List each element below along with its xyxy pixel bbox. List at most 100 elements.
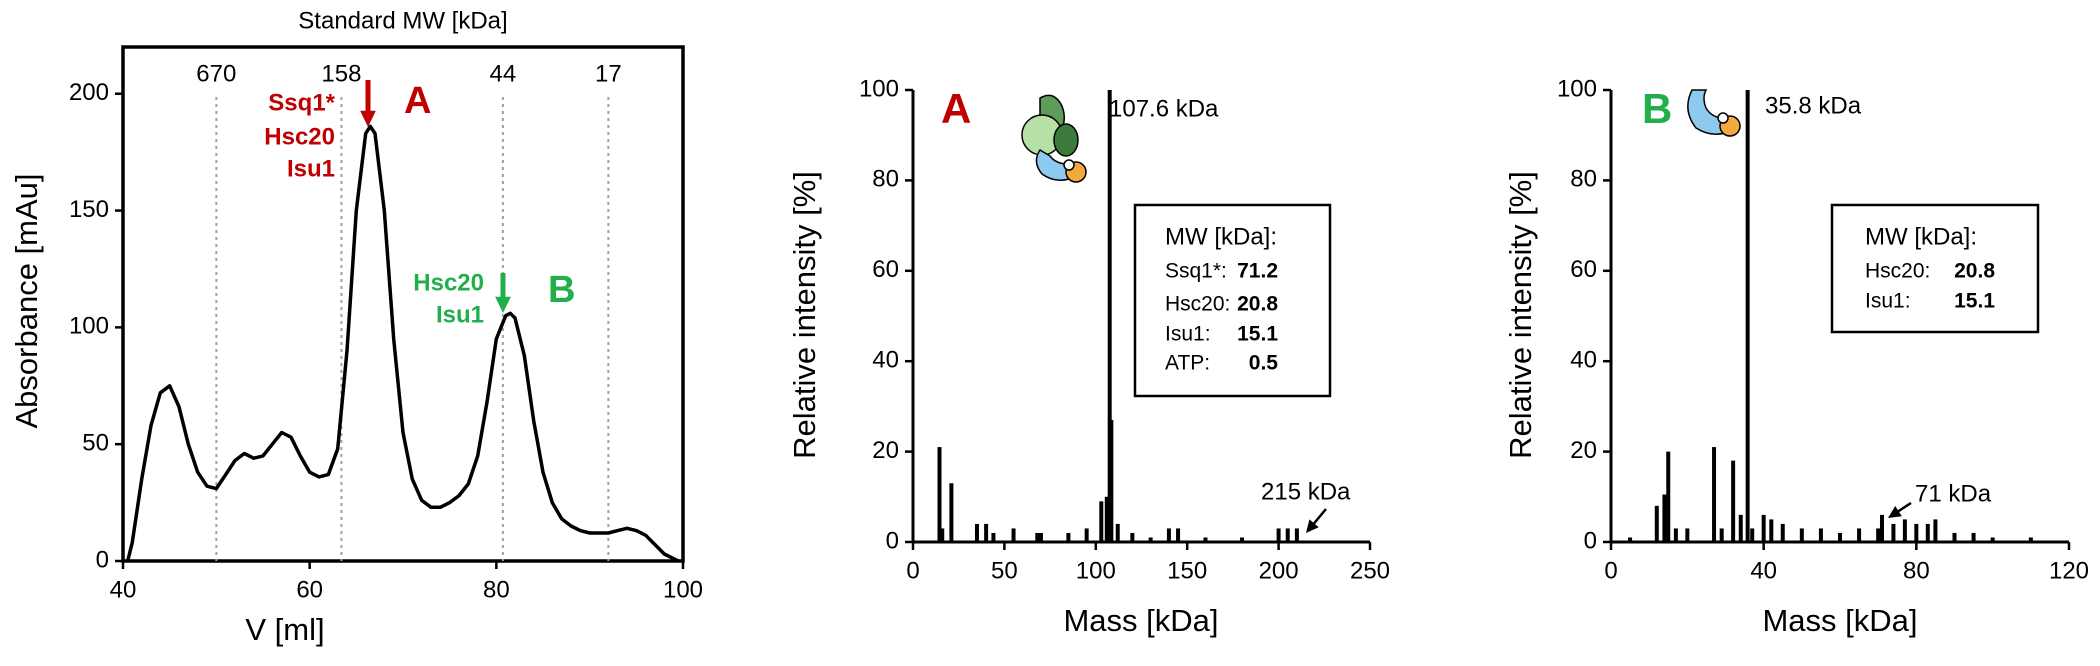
spectrum-peak: [1712, 447, 1717, 542]
arrow-head: [495, 296, 511, 313]
mw-row-name: Ssq1*:: [1165, 260, 1227, 283]
x-tick-label: 80: [1903, 557, 1930, 584]
y-axis-label: Relative intensity [%]: [1503, 171, 1538, 459]
y-tick-label: 40: [872, 347, 899, 374]
spectrum-peak: [1035, 532, 1040, 542]
x-tick-label: 0: [1604, 557, 1617, 584]
spectrum-peak: [984, 523, 989, 542]
spectrum-peak: [1990, 537, 1995, 542]
x-tick-label: 80: [483, 576, 510, 603]
y-axis-label: Absorbance [mAu]: [9, 173, 44, 428]
spectrum-peak: [1115, 523, 1120, 542]
spectrum-peak: [2028, 537, 2033, 542]
y-tick-label: 0: [96, 546, 109, 573]
x2-tick-label: 44: [490, 60, 517, 87]
spectrum-peak: [1745, 90, 1750, 542]
spectrum-peak: [1104, 496, 1109, 542]
complex-icon-a: [1021, 94, 1087, 183]
spectrum-peak: [1038, 532, 1043, 542]
arrow-head: [360, 110, 376, 127]
complex-component: Hsc20: [413, 269, 484, 296]
x-tick-label: 250: [1350, 557, 1390, 584]
mw-row-value: 0.5: [1249, 352, 1279, 375]
y-tick-label: 100: [1557, 75, 1597, 102]
mw-row-value: 20.8: [1954, 260, 1995, 283]
peak-letter: A: [404, 80, 431, 122]
spectrum-peak: [1731, 460, 1736, 542]
spectrum-peak: [1285, 528, 1290, 542]
spectrum-peak: [1799, 528, 1804, 542]
spectrum-peak: [1148, 537, 1153, 542]
x-tick-label: 50: [991, 557, 1018, 584]
spectrum-peak: [1738, 514, 1743, 542]
x-tick-label: 60: [296, 576, 323, 603]
panel-letter: A: [941, 85, 971, 132]
mw-row-name: Hsc20:: [1865, 260, 1930, 283]
x-tick-label: 40: [1750, 557, 1777, 584]
spectrum-peak: [1107, 90, 1112, 542]
peak-annotation: 215 kDa: [1261, 478, 1351, 505]
y-tick-label: 20: [872, 437, 899, 464]
spectrum-peak: [1914, 523, 1919, 542]
x-tick-label: 200: [1259, 557, 1299, 584]
mw-box: [1830, 203, 2040, 334]
spectrum-peak: [1673, 528, 1678, 542]
arrow-shaft: [1312, 508, 1327, 526]
spectrum-peak: [1666, 451, 1671, 542]
spectrum-peak: [1628, 537, 1633, 542]
spectrum-peak: [1662, 494, 1667, 542]
spectrum-peak: [991, 532, 996, 542]
arrow-head: [1888, 506, 1902, 518]
y-tick-label: 60: [872, 256, 899, 283]
spectrum-peak: [1011, 528, 1016, 542]
arrow-head: [1306, 519, 1319, 533]
spectrum-peak: [1654, 505, 1659, 542]
complex-component: Isu1: [287, 155, 335, 182]
y-axis-label: Relative intensity [%]: [787, 171, 822, 459]
y-tick-label: 100: [69, 313, 109, 340]
spectrum-peak: [1857, 528, 1862, 542]
x2-tick-label: 670: [196, 60, 236, 87]
spectrum-peak: [1176, 528, 1181, 542]
spectrum-peak: [1719, 528, 1724, 542]
spectrum-peak: [1933, 519, 1938, 542]
mw-row-name: Isu1:: [1165, 323, 1211, 346]
spectrum-peak: [1879, 514, 1884, 542]
mw-row-name: ATP:: [1165, 352, 1210, 375]
y-tick-label: 50: [82, 430, 109, 457]
y-tick-label: 20: [1570, 437, 1597, 464]
spectrum-peak: [1130, 532, 1135, 542]
x-tick-label: 100: [663, 576, 703, 603]
spectrum-peak: [974, 523, 979, 542]
spectrum-peak: [1838, 532, 1842, 542]
spectrum-peak: [940, 528, 945, 542]
x-axis-label: V [ml]: [245, 612, 324, 647]
mw-box-title: MW [kDa]:: [1165, 223, 1277, 250]
panel-letter: B: [1642, 85, 1672, 132]
y-tick-label: 100: [859, 75, 899, 102]
spectrum-peak: [1294, 528, 1299, 542]
spectrum-peak: [1066, 532, 1071, 542]
spectrum-peak: [1761, 514, 1766, 542]
complex-component: Ssq1*: [268, 89, 335, 116]
y-tick-label: 200: [69, 79, 109, 106]
spectrum-peak: [1084, 528, 1089, 542]
complex-component: Isu1: [436, 301, 484, 328]
spectrum-peak: [1099, 501, 1104, 542]
mw-row-value: 15.1: [1237, 323, 1278, 346]
spectrum-peak: [1166, 528, 1171, 542]
plot-frame: [121, 45, 685, 563]
peak-letter: B: [548, 269, 575, 311]
spectrum-peak: [1276, 528, 1281, 542]
spectrum-peak: [937, 447, 942, 542]
mw-box-title: MW [kDa]:: [1865, 223, 1977, 250]
x-tick-label: 120: [2049, 557, 2089, 584]
mw-row-name: Isu1:: [1865, 290, 1911, 313]
arrow-shaft: [1896, 501, 1912, 513]
x-tick-label: 150: [1167, 557, 1207, 584]
spectrum-peak: [949, 483, 954, 542]
spectrum-peak: [1925, 523, 1930, 542]
spectrum-peak: [1891, 523, 1896, 542]
spectrum-peak: [1750, 528, 1755, 542]
